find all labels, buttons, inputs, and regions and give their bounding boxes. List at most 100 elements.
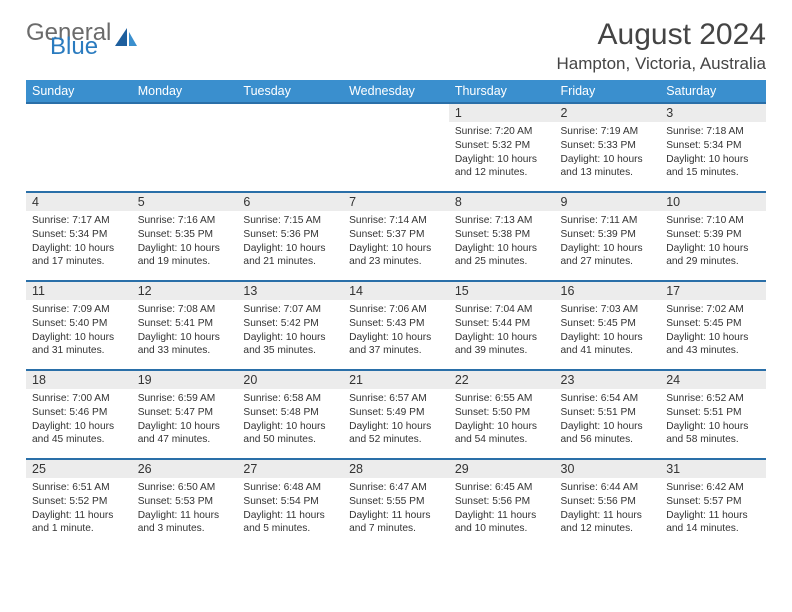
day-sr: Sunrise: 6:45 AM	[455, 481, 549, 495]
day-dl2: and 31 minutes.	[32, 344, 126, 358]
day-dl2: and 10 minutes.	[455, 522, 549, 536]
day-sr: Sunrise: 6:58 AM	[243, 392, 337, 406]
day-dl1: Daylight: 10 hours	[349, 331, 443, 345]
day-detail-cell: Sunrise: 6:54 AMSunset: 5:51 PMDaylight:…	[555, 389, 661, 459]
sail-icon	[113, 26, 139, 53]
day-sr: Sunrise: 7:08 AM	[138, 303, 232, 317]
day-sr: Sunrise: 7:06 AM	[349, 303, 443, 317]
day-sr: Sunrise: 6:51 AM	[32, 481, 126, 495]
day-sr: Sunrise: 7:16 AM	[138, 214, 232, 228]
day-dl1: Daylight: 10 hours	[561, 420, 655, 434]
day-sr: Sunrise: 7:00 AM	[32, 392, 126, 406]
day-dl1: Daylight: 10 hours	[349, 242, 443, 256]
day-sr: Sunrise: 7:07 AM	[243, 303, 337, 317]
day-ss: Sunset: 5:32 PM	[455, 139, 549, 153]
day-sr: Sunrise: 6:54 AM	[561, 392, 655, 406]
day-dl2: and 56 minutes.	[561, 433, 655, 447]
day-ss: Sunset: 5:33 PM	[561, 139, 655, 153]
day-sr: Sunrise: 7:03 AM	[561, 303, 655, 317]
day-dl1: Daylight: 10 hours	[666, 420, 760, 434]
day-sr: Sunrise: 6:52 AM	[666, 392, 760, 406]
day-dl2: and 25 minutes.	[455, 255, 549, 269]
day-dl2: and 50 minutes.	[243, 433, 337, 447]
day-dl1: Daylight: 10 hours	[666, 242, 760, 256]
day-dl2: and 1 minute.	[32, 522, 126, 536]
day-number-cell: 18	[26, 370, 132, 389]
day-number-cell	[26, 103, 132, 122]
day-ss: Sunset: 5:37 PM	[349, 228, 443, 242]
day-detail-cell: Sunrise: 7:00 AMSunset: 5:46 PMDaylight:…	[26, 389, 132, 459]
day-number-cell: 10	[660, 192, 766, 211]
day-ss: Sunset: 5:51 PM	[666, 406, 760, 420]
day-dl1: Daylight: 10 hours	[666, 153, 760, 167]
weekday-header: Friday	[555, 80, 661, 103]
day-dl1: Daylight: 11 hours	[349, 509, 443, 523]
day-ss: Sunset: 5:57 PM	[666, 495, 760, 509]
day-number-cell: 12	[132, 281, 238, 300]
day-number-cell: 13	[237, 281, 343, 300]
day-ss: Sunset: 5:38 PM	[455, 228, 549, 242]
weekday-header-row: Sunday Monday Tuesday Wednesday Thursday…	[26, 80, 766, 103]
day-number-cell: 29	[449, 459, 555, 478]
day-number-cell: 19	[132, 370, 238, 389]
day-dl2: and 41 minutes.	[561, 344, 655, 358]
day-sr: Sunrise: 6:42 AM	[666, 481, 760, 495]
daynum-row: 123	[26, 103, 766, 122]
day-dl1: Daylight: 10 hours	[455, 242, 549, 256]
day-detail-cell	[343, 122, 449, 192]
day-number-cell: 14	[343, 281, 449, 300]
day-sr: Sunrise: 7:18 AM	[666, 125, 760, 139]
day-ss: Sunset: 5:36 PM	[243, 228, 337, 242]
day-dl1: Daylight: 10 hours	[666, 331, 760, 345]
detail-row: Sunrise: 7:20 AMSunset: 5:32 PMDaylight:…	[26, 122, 766, 192]
day-number-cell: 24	[660, 370, 766, 389]
day-ss: Sunset: 5:44 PM	[455, 317, 549, 331]
day-ss: Sunset: 5:55 PM	[349, 495, 443, 509]
day-ss: Sunset: 5:51 PM	[561, 406, 655, 420]
weekday-header: Saturday	[660, 80, 766, 103]
day-dl1: Daylight: 11 hours	[32, 509, 126, 523]
day-dl1: Daylight: 11 hours	[666, 509, 760, 523]
day-detail-cell: Sunrise: 7:18 AMSunset: 5:34 PMDaylight:…	[660, 122, 766, 192]
day-detail-cell: Sunrise: 6:45 AMSunset: 5:56 PMDaylight:…	[449, 478, 555, 548]
day-dl2: and 14 minutes.	[666, 522, 760, 536]
brand-word-2: Blue	[50, 36, 111, 58]
day-number-cell: 31	[660, 459, 766, 478]
day-ss: Sunset: 5:39 PM	[666, 228, 760, 242]
day-detail-cell: Sunrise: 7:07 AMSunset: 5:42 PMDaylight:…	[237, 300, 343, 370]
day-sr: Sunrise: 6:47 AM	[349, 481, 443, 495]
day-dl2: and 52 minutes.	[349, 433, 443, 447]
day-detail-cell: Sunrise: 6:55 AMSunset: 5:50 PMDaylight:…	[449, 389, 555, 459]
day-sr: Sunrise: 7:13 AM	[455, 214, 549, 228]
day-dl1: Daylight: 11 hours	[561, 509, 655, 523]
day-detail-cell	[26, 122, 132, 192]
day-detail-cell: Sunrise: 7:06 AMSunset: 5:43 PMDaylight:…	[343, 300, 449, 370]
day-sr: Sunrise: 7:04 AM	[455, 303, 549, 317]
day-detail-cell: Sunrise: 7:15 AMSunset: 5:36 PMDaylight:…	[237, 211, 343, 281]
day-dl1: Daylight: 10 hours	[32, 331, 126, 345]
page-title: August 2024	[557, 18, 766, 52]
day-dl1: Daylight: 10 hours	[243, 420, 337, 434]
day-sr: Sunrise: 7:11 AM	[561, 214, 655, 228]
day-number-cell: 1	[449, 103, 555, 122]
day-detail-cell: Sunrise: 6:51 AMSunset: 5:52 PMDaylight:…	[26, 478, 132, 548]
day-detail-cell: Sunrise: 7:10 AMSunset: 5:39 PMDaylight:…	[660, 211, 766, 281]
day-detail-cell	[237, 122, 343, 192]
day-dl2: and 27 minutes.	[561, 255, 655, 269]
day-dl2: and 37 minutes.	[349, 344, 443, 358]
day-number-cell: 23	[555, 370, 661, 389]
day-detail-cell: Sunrise: 6:42 AMSunset: 5:57 PMDaylight:…	[660, 478, 766, 548]
day-ss: Sunset: 5:48 PM	[243, 406, 337, 420]
day-number-cell: 30	[555, 459, 661, 478]
day-ss: Sunset: 5:35 PM	[138, 228, 232, 242]
day-detail-cell: Sunrise: 6:44 AMSunset: 5:56 PMDaylight:…	[555, 478, 661, 548]
day-dl2: and 19 minutes.	[138, 255, 232, 269]
day-dl1: Daylight: 10 hours	[349, 420, 443, 434]
day-sr: Sunrise: 6:59 AM	[138, 392, 232, 406]
day-number-cell: 21	[343, 370, 449, 389]
day-number-cell: 22	[449, 370, 555, 389]
day-ss: Sunset: 5:34 PM	[32, 228, 126, 242]
detail-row: Sunrise: 7:09 AMSunset: 5:40 PMDaylight:…	[26, 300, 766, 370]
day-detail-cell	[132, 122, 238, 192]
day-dl1: Daylight: 11 hours	[243, 509, 337, 523]
